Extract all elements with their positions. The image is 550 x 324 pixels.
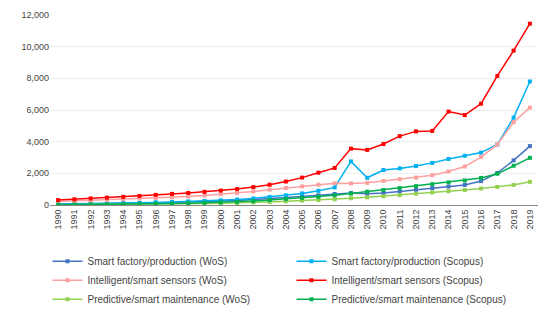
svg-text:1997: 1997 [167, 210, 177, 230]
svg-text:2013: 2013 [427, 210, 437, 230]
svg-text:1998: 1998 [183, 210, 193, 230]
svg-text:2009: 2009 [362, 210, 372, 230]
svg-text:Predictive/smart maintenance (: Predictive/smart maintenance (Scopus) [332, 294, 507, 305]
svg-text:0: 0 [44, 200, 49, 210]
svg-text:2003: 2003 [265, 210, 275, 230]
svg-text:2001: 2001 [232, 210, 242, 230]
svg-text:2016: 2016 [476, 210, 486, 230]
svg-text:2011: 2011 [395, 210, 405, 229]
svg-text:1992: 1992 [86, 210, 96, 230]
svg-text:6,000: 6,000 [26, 105, 49, 115]
svg-text:1994: 1994 [118, 210, 128, 230]
svg-text:2012: 2012 [411, 210, 421, 230]
svg-text:Predictive/smart maintenance (: Predictive/smart maintenance (WoS) [88, 294, 251, 305]
svg-text:1991: 1991 [69, 210, 79, 230]
svg-text:2004: 2004 [281, 210, 291, 230]
svg-text:2006: 2006 [313, 210, 323, 230]
svg-text:4,000: 4,000 [26, 137, 49, 147]
svg-text:1993: 1993 [102, 210, 112, 230]
svg-text:2008: 2008 [346, 210, 356, 230]
svg-text:2,000: 2,000 [26, 168, 49, 178]
svg-text:2010: 2010 [378, 210, 388, 230]
svg-text:10,000: 10,000 [21, 42, 49, 52]
svg-text:Smart factory/production (Scop: Smart factory/production (Scopus) [332, 256, 484, 267]
svg-text:12,000: 12,000 [21, 10, 49, 20]
svg-text:1996: 1996 [151, 210, 161, 230]
svg-text:2017: 2017 [492, 210, 502, 230]
svg-text:Intelligent/smart sensors (Sco: Intelligent/smart sensors (Scopus) [332, 275, 483, 286]
svg-text:2005: 2005 [297, 210, 307, 230]
svg-text:1990: 1990 [53, 210, 63, 230]
svg-text:2018: 2018 [509, 210, 519, 230]
svg-text:1999: 1999 [199, 210, 209, 230]
svg-text:Smart factory/production (WoS): Smart factory/production (WoS) [88, 256, 228, 267]
svg-text:2014: 2014 [443, 210, 453, 230]
svg-text:2015: 2015 [460, 210, 470, 230]
svg-text:2007: 2007 [330, 210, 340, 230]
svg-text:1995: 1995 [134, 210, 144, 230]
svg-text:8,000: 8,000 [26, 73, 49, 83]
svg-text:2000: 2000 [216, 210, 226, 230]
svg-text:2002: 2002 [248, 210, 258, 230]
svg-text:2019: 2019 [525, 210, 535, 230]
svg-text:Intelligent/smart sensors (WoS: Intelligent/smart sensors (WoS) [88, 275, 227, 286]
